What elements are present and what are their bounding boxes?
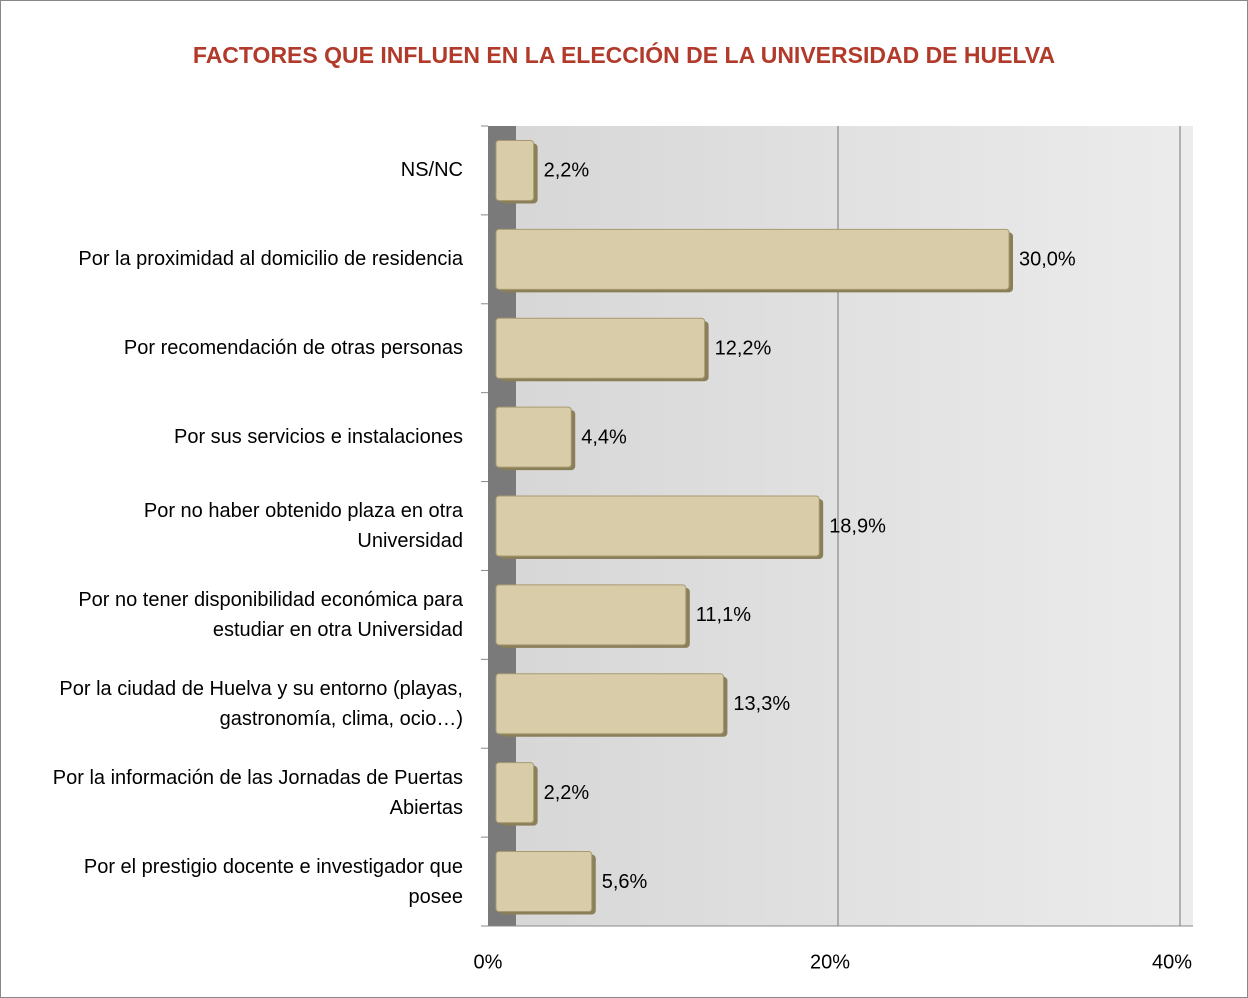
category-label: Por la proximidad al domicilio de reside…	[78, 248, 463, 271]
category-label: Por recomendación de otras personas	[123, 337, 463, 360]
value-label: 18,9%	[829, 515, 886, 537]
bar	[495, 228, 1010, 290]
value-label: 2,2%	[544, 782, 590, 804]
value-label: 2,2%	[544, 160, 590, 182]
value-label: 4,4%	[581, 426, 627, 448]
value-label: 5,6%	[602, 871, 648, 893]
bar	[495, 584, 687, 646]
category-label: Por no haber obtenido plaza en otra Univ…	[143, 500, 463, 552]
value-label: 30,0%	[1019, 249, 1076, 271]
x-tick-label: 0%	[474, 951, 503, 973]
x-tick-label: 20%	[810, 951, 850, 973]
bar	[495, 851, 593, 913]
bar	[495, 762, 535, 824]
value-label: 13,3%	[733, 693, 790, 715]
bar	[495, 317, 706, 379]
bar	[495, 673, 724, 735]
bar	[495, 406, 572, 468]
bar	[495, 495, 820, 557]
category-label: Por la información de las Jornadas de Pu…	[52, 766, 463, 819]
category-label: NS/NC	[400, 159, 463, 182]
category-label: Por sus servicios e instalaciones	[173, 426, 463, 449]
category-label: Por la ciudad de Huelva y su entorno (pl…	[59, 677, 463, 730]
category-label: Por el prestigio docente e investigador …	[83, 855, 463, 908]
value-label: 12,2%	[715, 338, 772, 360]
category-label: Por no tener disponibilidad económica pa…	[78, 588, 463, 641]
value-label: 11,1%	[696, 604, 751, 626]
bar	[495, 139, 535, 201]
chart-title: FACTORES QUE INFLUEN EN LA ELECCIÓN DE L…	[193, 41, 1055, 68]
x-tick-label: 40%	[1152, 951, 1192, 973]
